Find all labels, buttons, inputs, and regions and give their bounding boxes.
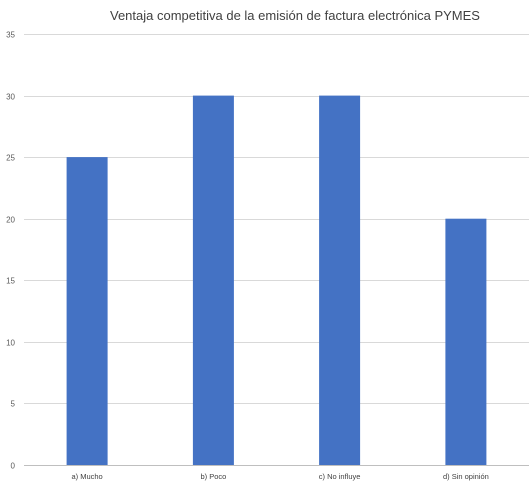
y-axis-ticks: 0 5 10 15 20 25 30 35 <box>6 31 15 471</box>
bar <box>66 157 108 465</box>
y-tick-label: 35 <box>6 31 15 40</box>
bar <box>192 95 234 465</box>
chart-title: Ventaja competitiva de la emisión de fac… <box>110 8 480 23</box>
x-category-label: d) Sin opinión <box>443 472 489 481</box>
x-category-label: c) No influye <box>319 472 361 481</box>
y-tick-label: 10 <box>6 339 15 348</box>
bars <box>66 95 487 465</box>
x-category-label: a) Mucho <box>71 472 102 481</box>
x-axis-categories: a) Mucho b) Poco c) No influye d) Sin opini… <box>71 472 488 481</box>
bar <box>445 218 487 465</box>
y-tick-label: 20 <box>6 216 15 225</box>
bar <box>319 95 361 465</box>
y-tick-label: 5 <box>11 400 16 409</box>
y-tick-label: 0 <box>11 462 16 471</box>
gridlines <box>24 34 529 466</box>
x-category-label: b) Poco <box>200 472 226 481</box>
y-tick-label: 15 <box>6 277 15 286</box>
y-tick-label: 25 <box>6 154 15 163</box>
y-tick-label: 30 <box>6 93 15 102</box>
